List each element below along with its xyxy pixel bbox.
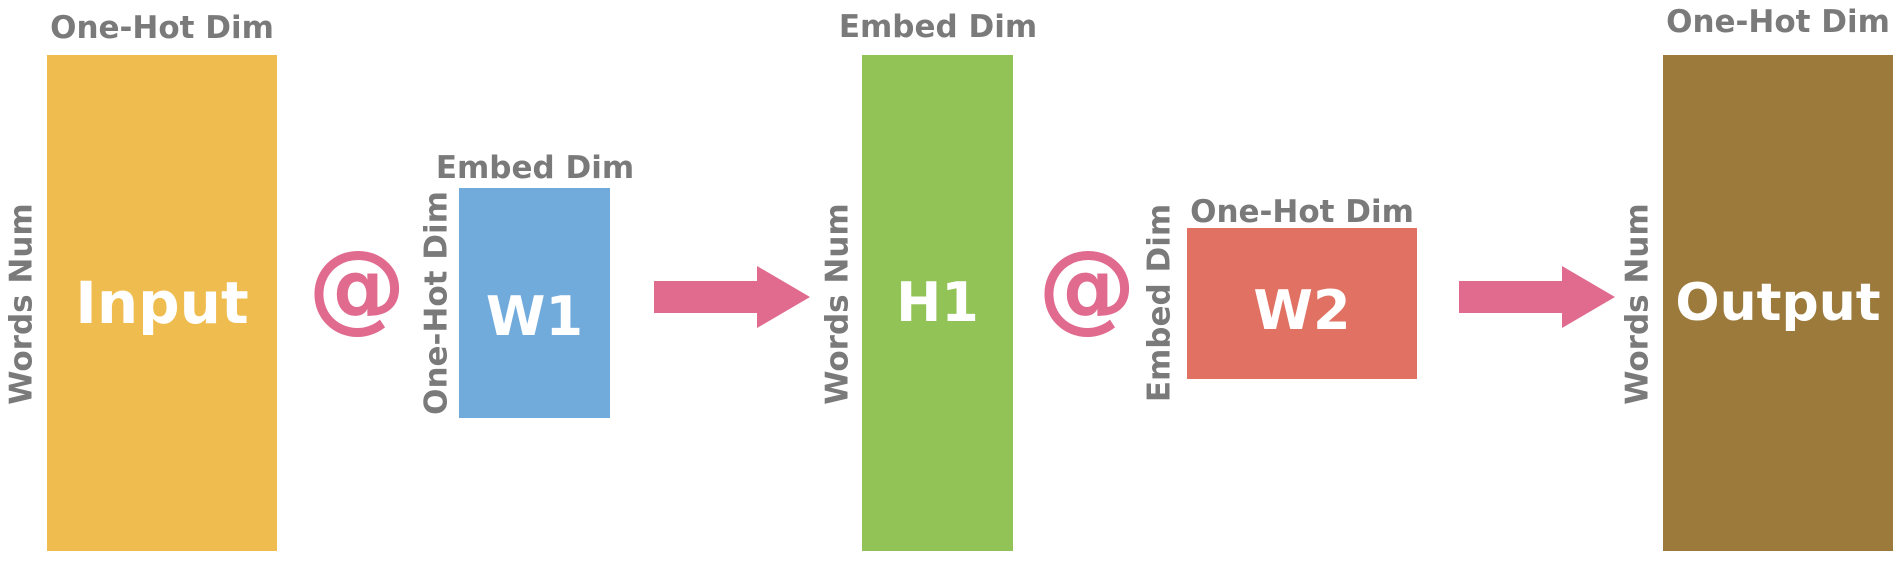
arrow-right-icon	[1459, 266, 1615, 328]
w2-matrix: W2	[1187, 228, 1417, 379]
w1-matrix-label: W1	[485, 285, 584, 348]
input-side-label: Words Num	[3, 203, 40, 405]
w1-side-label: One-Hot Dim	[418, 191, 455, 415]
w1-top-label: Embed Dim	[435, 150, 635, 186]
h1-matrix-label: H1	[896, 271, 979, 334]
output-top-label: One-Hot Dim	[1666, 4, 1890, 40]
w1-matrix: W1	[459, 188, 610, 418]
w2-top-label: One-Hot Dim	[1190, 194, 1414, 230]
input-top-label: One-Hot Dim	[50, 10, 274, 46]
h1-top-label: Embed Dim	[838, 9, 1038, 45]
h1-matrix: H1	[862, 55, 1013, 551]
h1-side-label: Words Num	[819, 203, 856, 405]
output-matrix: Output	[1663, 55, 1893, 551]
w2-matrix-label: W2	[1253, 278, 1351, 342]
output-matrix-label: Output	[1675, 273, 1881, 333]
input-matrix-label: Input	[75, 269, 249, 337]
w2-side-label: Embed Dim	[1141, 203, 1178, 403]
arrow-right-icon	[654, 266, 810, 328]
matmul-operator-2: @	[1038, 230, 1136, 344]
input-matrix: Input	[47, 55, 277, 551]
output-side-label: Words Num	[1619, 203, 1656, 405]
matmul-operator-1: @	[308, 230, 406, 344]
